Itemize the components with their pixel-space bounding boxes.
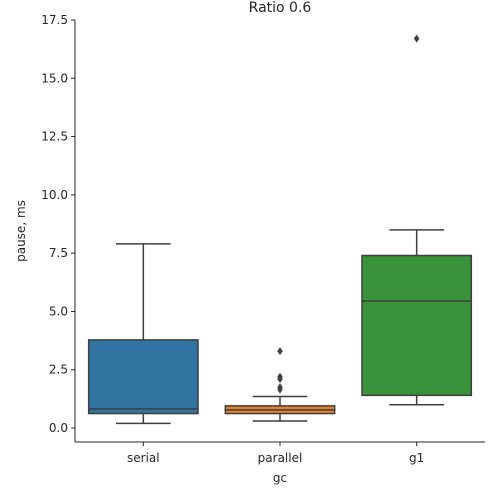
y-axis-label: pause, ms: [14, 200, 28, 262]
box-group-parallel: [224, 347, 336, 422]
y-tick-label: 7.5: [49, 246, 68, 260]
y-tick-label: 0.0: [49, 421, 68, 435]
y-tick-label: 2.5: [49, 363, 68, 377]
box: [87, 339, 199, 415]
y-tick-label: 12.5: [41, 130, 68, 144]
outlier-point: [277, 347, 283, 356]
outlier-point: [277, 372, 283, 381]
x-tick-label: parallel: [258, 451, 303, 465]
outlier-point: [277, 383, 283, 392]
y-axis: 0.0 2.5 5.0 7.5 10.0 12.5 15.0 17.5: [41, 13, 76, 442]
x-tick-label: serial: [127, 451, 160, 465]
box: [361, 254, 473, 397]
y-tick-label: 17.5: [41, 13, 68, 27]
outlier-point: [413, 34, 420, 43]
plot-area: [87, 34, 473, 425]
x-axis-label: gc: [273, 471, 287, 485]
y-tick-label: 10.0: [41, 188, 68, 202]
x-axis: serial parallel g1: [75, 441, 485, 465]
x-tick-label: g1: [409, 451, 424, 465]
chart-title: Ratio 0.6: [249, 0, 312, 16]
y-tick-label: 5.0: [49, 304, 68, 318]
box-group-g1: [361, 34, 473, 406]
box-group-serial: [87, 243, 199, 425]
y-tick-label: 15.0: [41, 71, 68, 85]
